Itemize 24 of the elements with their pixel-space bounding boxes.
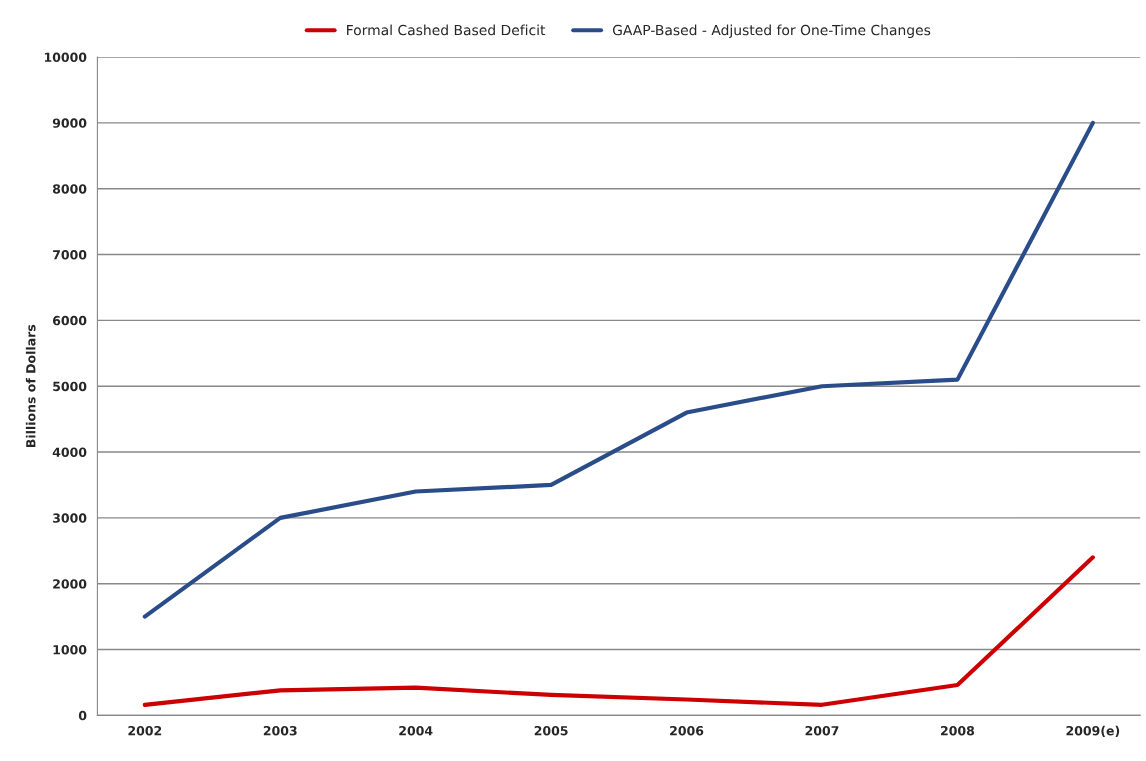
x-tick-label: 2005	[534, 725, 568, 736]
y-tick-label: 10000	[44, 52, 87, 62]
x-tick-label: 2007	[805, 725, 839, 736]
y-axis-title: Billions of Dollars	[25, 324, 36, 448]
y-tick-label: 8000	[52, 184, 87, 194]
y-tick-label: 9000	[52, 118, 87, 128]
y-tick-label: 2000	[53, 579, 87, 589]
y-tick-label: 3000	[53, 513, 87, 523]
x-tick-label: 2004	[399, 725, 433, 736]
x-tick-label: 2006	[670, 725, 704, 736]
x-tick-label: 2009(e)	[1066, 725, 1120, 737]
y-tick-label: 1000	[53, 644, 87, 655]
y-tick-label: 6000	[52, 315, 87, 326]
y-tick-label: 4000	[52, 447, 87, 457]
x-tick-label: 2008	[941, 725, 975, 736]
x-tick-label: 2002	[128, 725, 162, 736]
legend-label: Formal Cashed Based Deficit	[347, 24, 546, 36]
y-tick-label: 5000	[53, 381, 87, 392]
line-series	[142, 555, 1095, 707]
line-series	[142, 120, 1095, 619]
y-tick-label: 7000	[53, 250, 87, 260]
y-tick-label: 0	[78, 710, 87, 721]
x-tick-label: 2003	[263, 725, 297, 736]
legend-label: GAAP-Based - Adjusted for One-Time Changes	[612, 24, 931, 38]
